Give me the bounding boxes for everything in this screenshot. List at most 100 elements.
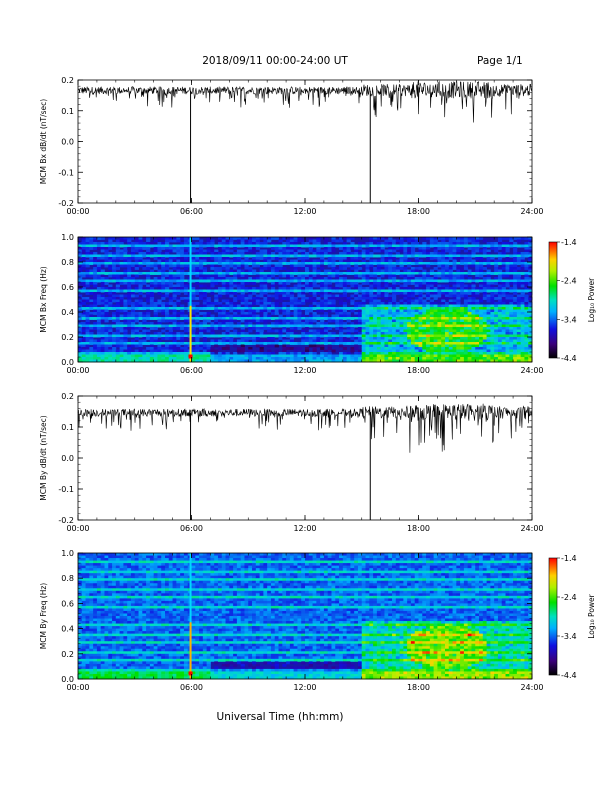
spectrogram-cell xyxy=(505,297,510,300)
spectrogram-cell xyxy=(176,287,181,290)
spectrogram-cell xyxy=(157,324,162,328)
spectrogram-cell xyxy=(486,332,491,335)
spectrogram-cell xyxy=(373,344,378,348)
spectrogram-cell xyxy=(426,337,431,340)
spectrogram-cell xyxy=(501,282,506,285)
spectrogram-cell xyxy=(320,262,325,265)
spectrogram-cell xyxy=(426,297,431,300)
spectrogram-cell xyxy=(138,312,143,315)
spectrogram-cell xyxy=(376,277,382,280)
spectrogram-cell xyxy=(93,292,98,295)
spectrogram-cell xyxy=(460,242,465,245)
spectrogram-cell xyxy=(172,264,177,268)
spectrogram-cell xyxy=(407,344,412,348)
spectrogram-cell xyxy=(270,244,276,248)
spectrogram-cell xyxy=(452,237,457,240)
spectrogram-cell xyxy=(501,284,506,288)
spectrogram-cell xyxy=(195,307,200,310)
spectrogram-cell xyxy=(221,267,226,270)
spectrogram-cell xyxy=(407,254,412,258)
spectrogram-cell xyxy=(100,302,105,305)
spectrogram-cell xyxy=(180,337,185,340)
spectrogram-cell xyxy=(274,322,279,325)
spectrogram-cell xyxy=(108,257,113,260)
spectrogram-cell xyxy=(297,314,302,318)
spectrogram-cell xyxy=(289,347,295,350)
spectrogram-cell xyxy=(78,342,83,345)
spectrogram-cell xyxy=(441,284,446,288)
spectrogram-cell xyxy=(479,334,484,338)
spectrogram-cell xyxy=(252,249,257,253)
spectrogram-cell xyxy=(354,272,359,275)
spectrogram-cell xyxy=(153,277,158,280)
spectrogram-cell xyxy=(115,259,121,263)
spectrogram-cell xyxy=(399,257,404,260)
spectrogram-cell xyxy=(301,354,306,358)
spectrogram-cell xyxy=(89,339,94,343)
spectrogram-cell xyxy=(202,344,208,348)
spectrogram-cell xyxy=(463,357,469,360)
spectrogram-cell xyxy=(433,317,438,320)
spectrogram-cell xyxy=(142,274,147,278)
spectrogram-cell xyxy=(305,262,310,265)
spectrogram-cell xyxy=(93,274,98,278)
spectrogram-cell xyxy=(153,357,158,360)
spectrogram-cell xyxy=(376,357,382,360)
spectrogram-cell xyxy=(248,237,253,240)
spectrogram-cell xyxy=(399,344,404,348)
spectrogram-cell xyxy=(176,314,181,318)
spectrogram-cell xyxy=(217,259,223,263)
spectrogram-cell xyxy=(350,349,355,353)
spectrogram-cell xyxy=(270,254,276,258)
spectrogram-cell xyxy=(85,247,90,250)
spectrogram-cell xyxy=(433,309,438,313)
spectrogram-cell xyxy=(104,247,109,250)
spectrogram-cell xyxy=(104,344,109,348)
spectrogram-cell xyxy=(282,322,287,325)
spectrogram-cell xyxy=(104,324,109,328)
spectrogram-cell xyxy=(369,354,374,358)
spectrogram-cell xyxy=(127,347,132,350)
spectrogram-cell xyxy=(460,347,465,350)
spectrogram-cell xyxy=(100,352,105,355)
spectrogram-cell xyxy=(202,259,208,263)
spectrogram-cell xyxy=(301,322,306,325)
spectrogram-cell xyxy=(146,307,151,310)
spectrogram-cell xyxy=(471,279,476,283)
spectrogram-cell xyxy=(479,314,484,318)
spectrogram-cell xyxy=(134,242,139,245)
spectrogram-cell xyxy=(441,309,446,313)
spectrogram-cell xyxy=(89,324,94,328)
spectrogram-cell xyxy=(422,329,427,333)
spectrogram-cell xyxy=(108,254,113,258)
spectrogram-cell xyxy=(191,289,196,293)
spectrogram-cell xyxy=(278,267,283,270)
spectrogram-cell xyxy=(78,302,83,305)
spectrogram-cell xyxy=(180,327,185,330)
spectrogram-cell xyxy=(471,309,476,313)
spectrogram-cell xyxy=(395,312,400,315)
spectrogram-cell xyxy=(195,319,200,323)
spectrogram-cell xyxy=(388,357,393,360)
spectrogram-cell xyxy=(346,329,351,333)
spectrogram-cell xyxy=(293,264,298,268)
spectrogram-cell xyxy=(81,297,86,300)
spectrogram-cell xyxy=(422,317,427,320)
spectrogram-cell xyxy=(146,294,151,298)
spectrogram-cell xyxy=(214,262,219,265)
spectrogram-cell xyxy=(479,339,484,343)
spectrogram-cell xyxy=(293,322,298,325)
spectrogram-cell xyxy=(369,344,374,348)
spectrogram-cell xyxy=(323,322,329,325)
spectrogram-cell xyxy=(414,337,419,340)
spectrogram-cell xyxy=(157,269,162,273)
spectrogram-cell xyxy=(240,244,245,248)
spectrogram-cell xyxy=(346,239,351,243)
spectrogram-cell xyxy=(172,352,177,355)
spectrogram-cell xyxy=(388,339,393,343)
spectrogram-cell xyxy=(138,302,143,305)
spectrogram-cell xyxy=(395,239,400,243)
spectrogram-cell xyxy=(463,272,469,275)
spectrogram-cell xyxy=(335,339,340,343)
spectrogram-cell xyxy=(509,342,514,345)
